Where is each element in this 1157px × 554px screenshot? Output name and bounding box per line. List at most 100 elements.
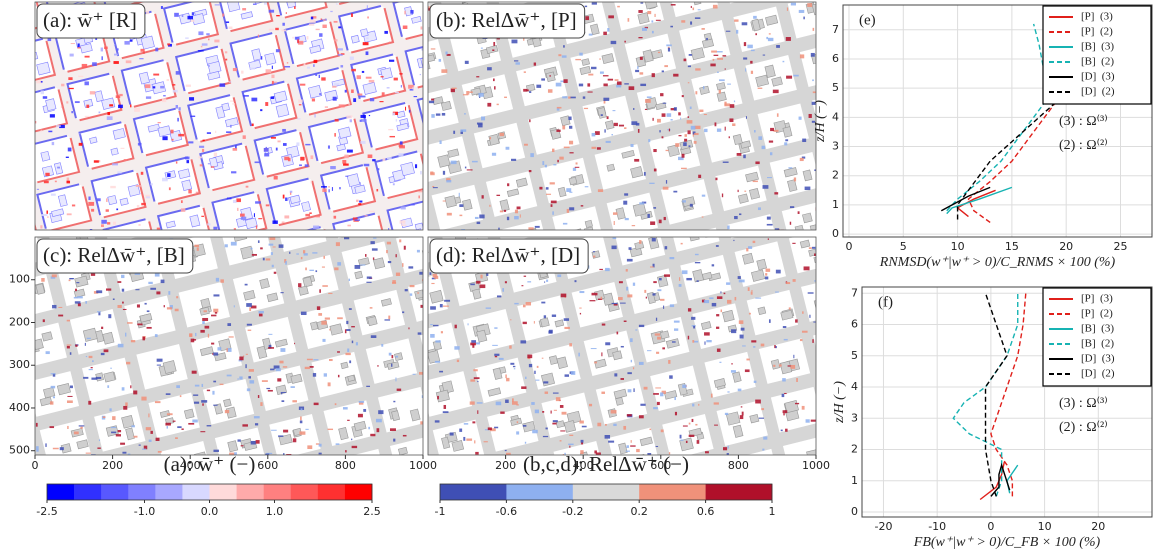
speckle xyxy=(186,160,190,164)
speckle xyxy=(280,391,286,394)
speckle xyxy=(275,368,281,372)
speckle xyxy=(762,448,765,451)
building xyxy=(691,68,743,115)
speckle xyxy=(701,216,704,218)
speckle xyxy=(724,101,727,106)
speckle xyxy=(313,59,318,64)
courtyard xyxy=(532,37,542,48)
speckle xyxy=(602,75,609,77)
speckle xyxy=(393,77,398,81)
building-edge xyxy=(0,148,21,194)
speckle xyxy=(544,391,549,394)
speckle xyxy=(474,216,479,219)
speckle xyxy=(674,411,678,416)
speckle xyxy=(316,306,321,311)
courtyard xyxy=(630,166,644,179)
courtyard xyxy=(400,161,415,177)
speckle xyxy=(286,62,289,64)
speckle xyxy=(107,222,111,225)
colorbar-tick-label: 1.0 xyxy=(266,505,284,518)
courtyard xyxy=(97,531,105,538)
speckle xyxy=(401,224,407,226)
courtyard xyxy=(51,208,65,217)
speckle xyxy=(122,301,124,304)
building xyxy=(606,192,659,230)
speckle xyxy=(137,323,143,326)
speckle xyxy=(515,62,520,65)
speckle xyxy=(198,156,202,159)
speckle xyxy=(787,365,792,367)
speckle xyxy=(330,10,333,13)
speckle xyxy=(118,104,123,109)
speckle xyxy=(248,376,251,379)
speckle xyxy=(395,355,399,358)
speckle xyxy=(523,88,528,92)
speckle xyxy=(121,288,125,292)
speckle xyxy=(117,281,122,283)
courtyard xyxy=(398,446,408,455)
speckle xyxy=(453,130,456,134)
speckle xyxy=(512,398,514,402)
speckle xyxy=(365,254,367,257)
courtyard xyxy=(340,361,349,370)
courtyard xyxy=(745,171,759,183)
speckle xyxy=(694,340,699,343)
speckle xyxy=(348,101,350,106)
speckle xyxy=(546,193,552,195)
speckle xyxy=(560,80,565,83)
speckle xyxy=(131,425,135,428)
speckle xyxy=(464,113,466,115)
speckle xyxy=(242,8,247,11)
speckle xyxy=(649,266,654,268)
speckle xyxy=(429,272,432,275)
speckle xyxy=(559,440,562,442)
speckle xyxy=(701,299,706,303)
courtyard xyxy=(353,420,367,432)
speckle xyxy=(684,138,688,142)
building xyxy=(431,184,483,230)
x-tick-label: 5 xyxy=(900,240,907,253)
speckle xyxy=(258,313,263,317)
speckle xyxy=(101,56,103,61)
speckle xyxy=(815,251,816,255)
speckle xyxy=(281,221,285,223)
speckle xyxy=(675,143,680,147)
speckle xyxy=(185,37,189,39)
speckle xyxy=(300,83,306,86)
colorbar-label: (b,c,d): RelΔw̄⁺ (−) xyxy=(523,452,689,476)
courtyard xyxy=(428,58,431,71)
speckle xyxy=(140,171,144,175)
building xyxy=(836,187,887,233)
speckle xyxy=(265,258,271,261)
courtyard xyxy=(716,91,727,102)
speckle xyxy=(446,178,451,182)
building xyxy=(92,171,145,217)
speckle xyxy=(172,84,176,86)
speckle xyxy=(282,366,288,368)
speckle xyxy=(59,447,64,451)
speckle xyxy=(814,253,816,257)
speckle xyxy=(476,122,483,125)
speckle xyxy=(389,428,396,432)
speckle xyxy=(799,339,803,342)
speckle xyxy=(337,262,342,266)
courtyard xyxy=(16,246,25,253)
building xyxy=(727,214,779,230)
speckle xyxy=(50,276,56,279)
speckle xyxy=(591,146,597,149)
courtyard xyxy=(112,128,126,140)
speckle xyxy=(793,354,795,359)
speckle xyxy=(152,86,156,89)
speckle xyxy=(511,39,518,44)
speckle xyxy=(177,426,182,429)
speckle xyxy=(681,153,685,158)
speckle xyxy=(203,310,207,313)
speckle xyxy=(528,227,534,230)
speckle xyxy=(347,348,350,352)
speckle xyxy=(215,277,220,282)
x-axis-label: FB(w⁺|w⁺ > 0)/C_FB × 100 (%) xyxy=(913,535,1101,550)
speckle xyxy=(651,30,654,34)
speckle xyxy=(228,336,234,338)
courtyard xyxy=(485,45,499,54)
speckle xyxy=(564,452,566,455)
